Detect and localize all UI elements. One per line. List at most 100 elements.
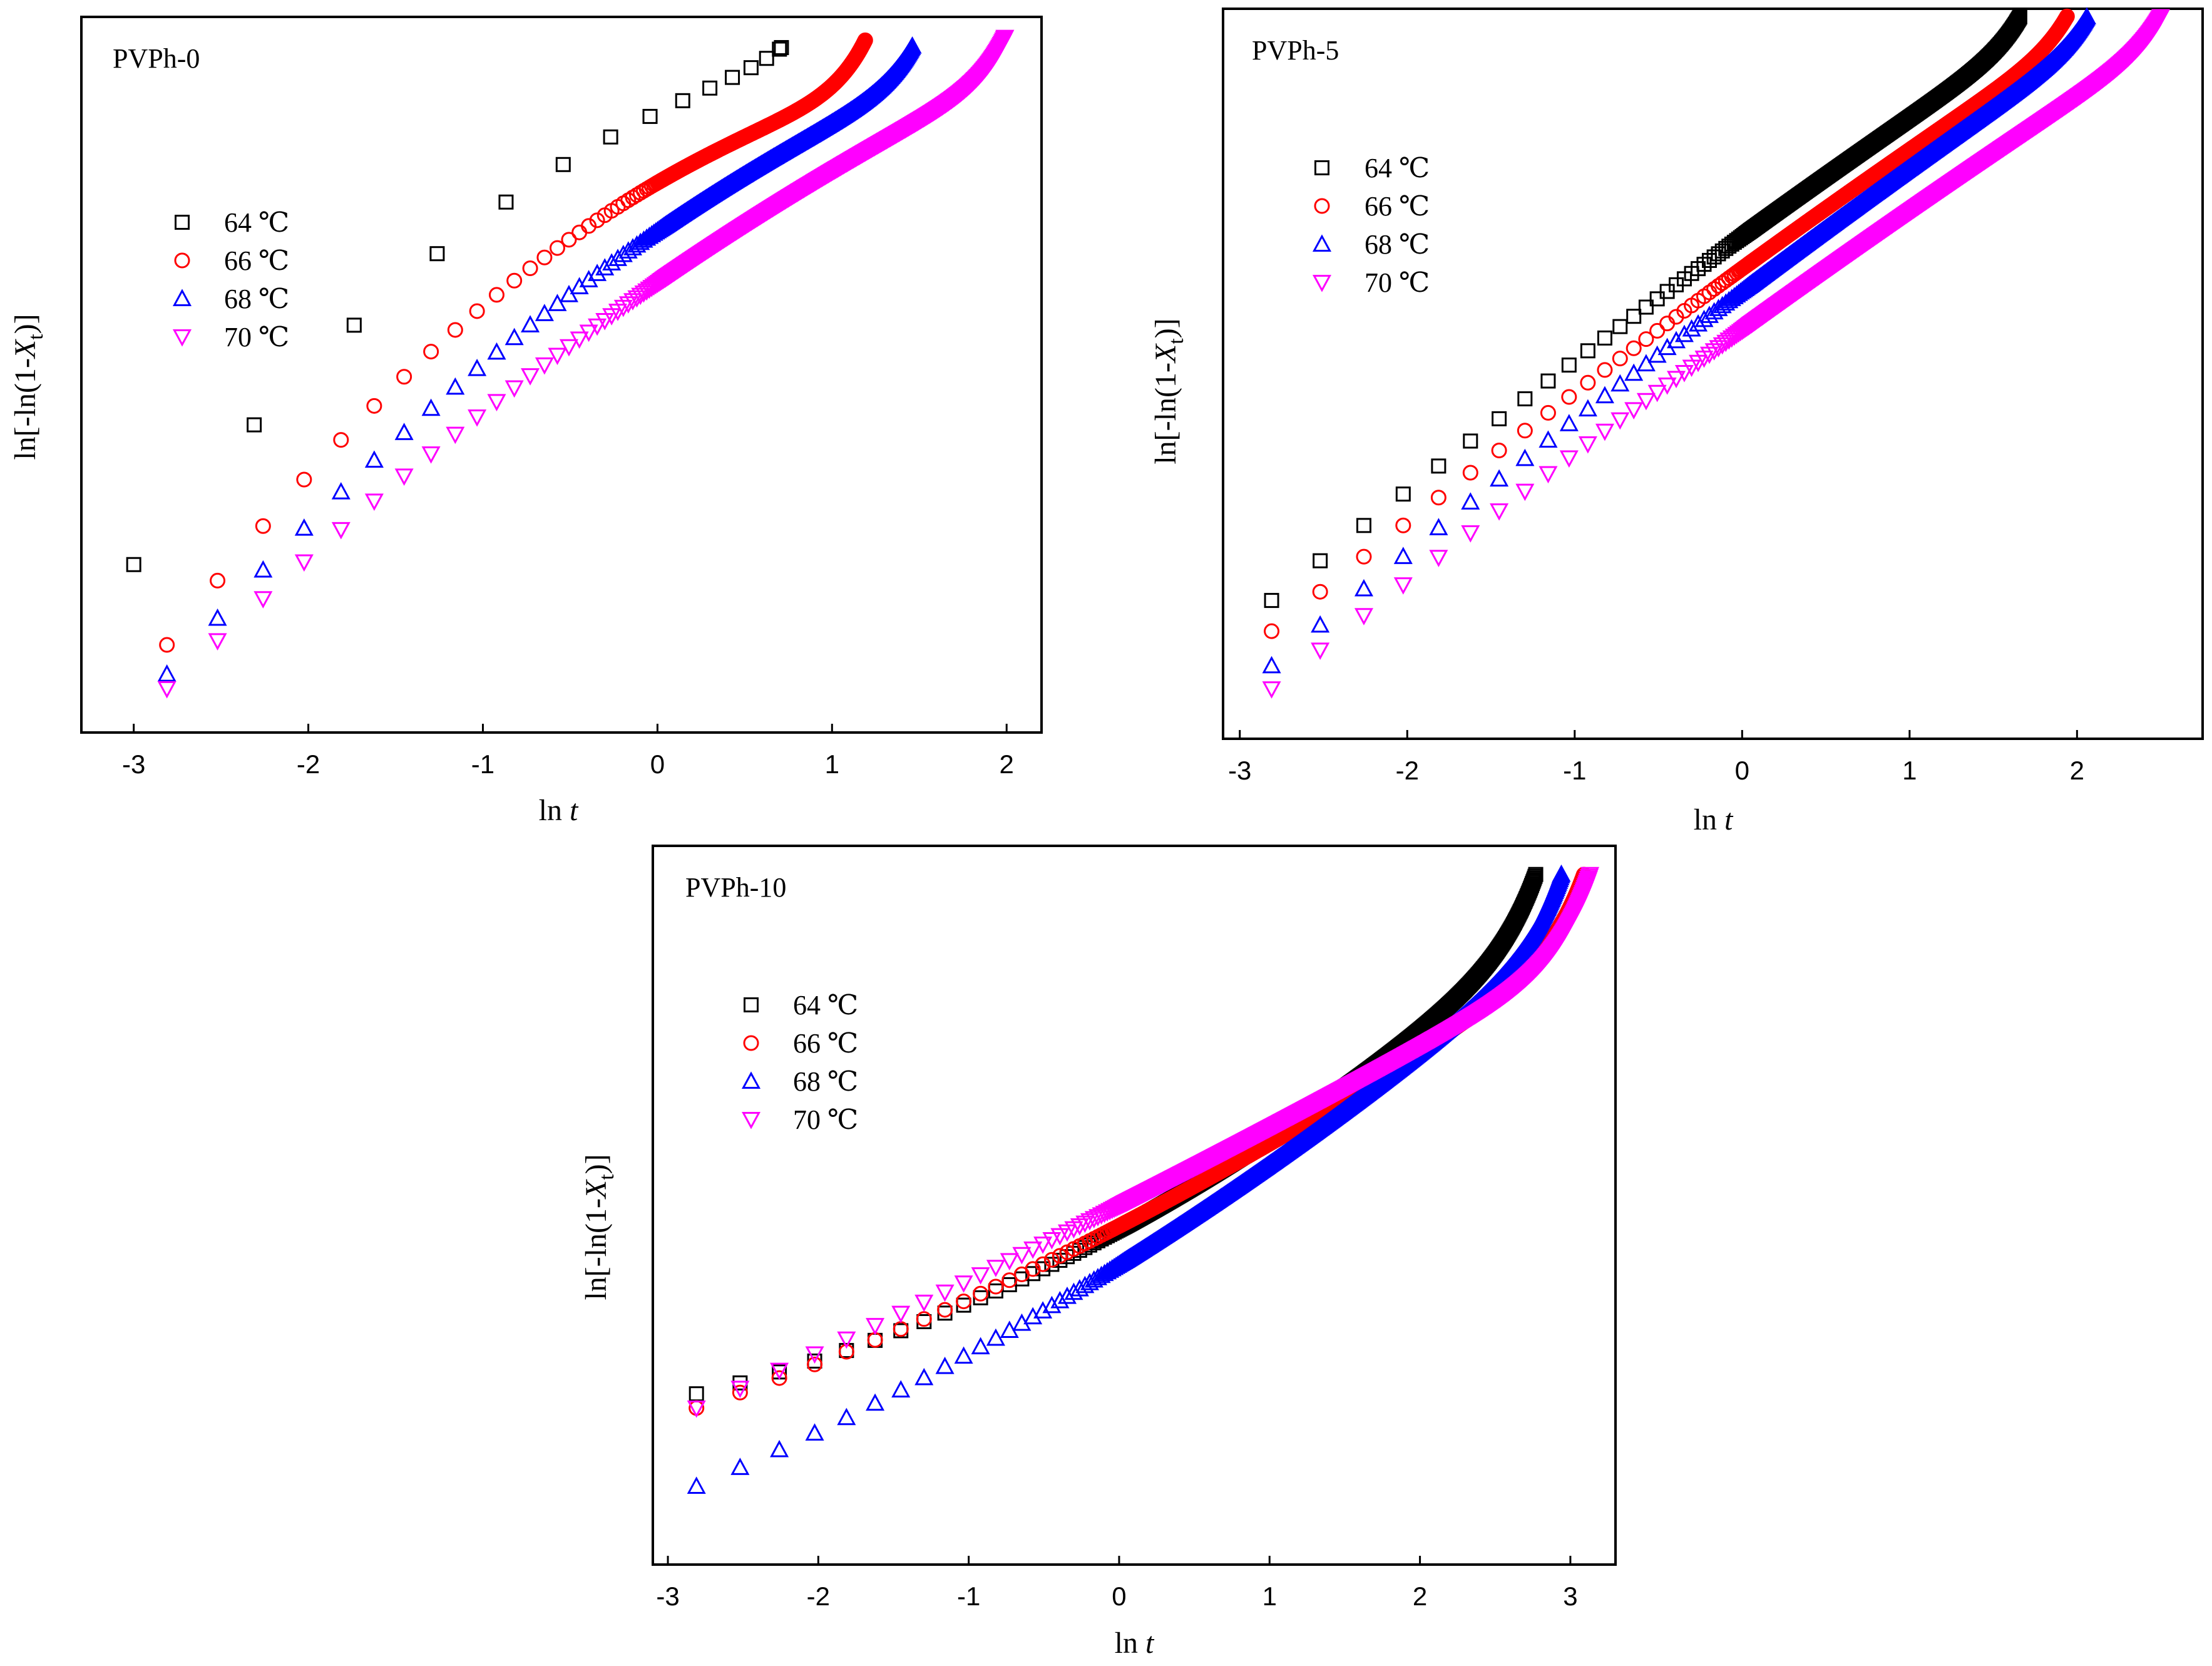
data-point [1517,391,1533,407]
legend-marker [174,252,190,269]
data-point [521,315,540,332]
data-point [396,369,412,385]
data-point [561,232,577,248]
data-point [1539,466,1558,484]
data-point [1540,404,1556,421]
data-point [1709,340,1728,357]
data-point [1595,423,1614,441]
data-point [1636,354,1656,372]
series-68 [1262,7,2097,674]
data-point [1612,351,1628,367]
data-point [1561,389,1577,405]
data-point [1626,309,1642,324]
x-tick-label: -1 [1563,756,1586,785]
data-point [1262,681,1281,699]
data-points [126,29,1015,699]
data-point [1262,656,1281,674]
data-point [548,347,567,366]
chart-title: PVPh-10 [685,872,786,903]
data-point [247,417,262,433]
data-point [903,36,922,54]
data-point [1395,517,1411,533]
data-point [702,80,718,96]
series-70 [157,29,1015,699]
data-point [364,493,384,512]
legend: 64 ℃66 ℃68 ℃70 ℃ [1312,153,1430,298]
data-point [487,394,506,412]
legend-entry-64: 64 ℃ [1314,153,1430,183]
data-point [394,468,414,486]
data-point [1264,623,1280,639]
x-axis-ticks: -3 -2 -1 0 1 2 [122,724,1014,779]
data-point [255,518,271,534]
data-point [618,296,638,314]
data-point [423,344,439,360]
y-axis-label-prefix: ln[-ln(1- [1149,363,1182,465]
legend: 64 ℃66 ℃68 ℃70 ℃ [172,207,289,352]
x-axis-label-italic: t [1724,803,1734,836]
data-point [157,681,177,699]
data-point [1722,330,1741,348]
legend-entry-70: 70 ℃ [172,322,289,352]
data-point [772,41,787,57]
data-point [468,358,487,376]
data-point [253,591,273,609]
x-tick-label: -2 [297,749,320,779]
data-point [1429,550,1448,567]
series-68 [157,36,922,682]
data-point [1356,518,1371,533]
plot-frame [80,16,1043,734]
data-point [1689,314,1708,332]
x-tick-label: -3 [1228,756,1251,785]
x-axis-label-main: ln [1694,803,1724,836]
data-point [1649,322,1666,339]
data-point [2059,8,2075,24]
plot-frame [1222,8,2204,740]
data-point [210,572,226,589]
data-point [346,317,362,333]
y-axis-label-suffix: )] [9,314,42,334]
data-points [1262,7,2171,699]
data-point [1491,443,1507,459]
data-point [468,409,487,427]
chart-panel-pvph-0: PVPh-0 -3 -2 -1 0 1 2 64 ℃66 ℃68 ℃70 ℃ ln t l… [9,16,1043,827]
y-axis-label-subscript: t [24,334,48,340]
x-tick-label: 0 [650,749,665,779]
data-point [446,426,465,445]
data-point [521,368,540,386]
legend-label: 66 ℃ [1365,191,1430,222]
data-point [1638,299,1654,315]
data-point [1612,319,1628,334]
series-64 [126,39,789,572]
data-point [1674,364,1694,383]
data-point [1430,490,1447,506]
series-66 [1264,8,2075,639]
data-point [1636,393,1656,411]
data-point [1311,642,1330,661]
data-point [1580,374,1596,391]
data-point [1657,377,1677,395]
data-point [394,423,414,440]
legend-marker [172,329,192,347]
chart-panel-pvph-5: PVPh-5 -3 -2 -1 0 1 2 64 ℃66 ℃68 ℃70 ℃ ln t l… [1149,7,2204,836]
x-tick-label: 0 [1112,1581,1126,1611]
x-tick-label: 2 [1000,749,1014,779]
data-point [1313,553,1328,568]
data-point [1559,450,1579,468]
data-point [498,194,514,210]
data-point [1699,346,1719,364]
data-point [1597,362,1613,378]
data-point [1597,330,1612,346]
legend-entry-68: 68 ℃ [172,284,289,314]
data-point [559,339,578,357]
data-point [581,218,597,234]
data-point [294,518,314,536]
data-point [1624,363,1644,381]
data-point [1578,436,1597,454]
x-axis-ticks: -3 -2 -1 0 1 2 [1228,730,2084,785]
legend-label: 68 ℃ [224,284,289,314]
data-point [1540,373,1556,389]
data-point [1666,371,1686,389]
data-point [1461,525,1480,543]
legend-marker [1314,160,1329,175]
